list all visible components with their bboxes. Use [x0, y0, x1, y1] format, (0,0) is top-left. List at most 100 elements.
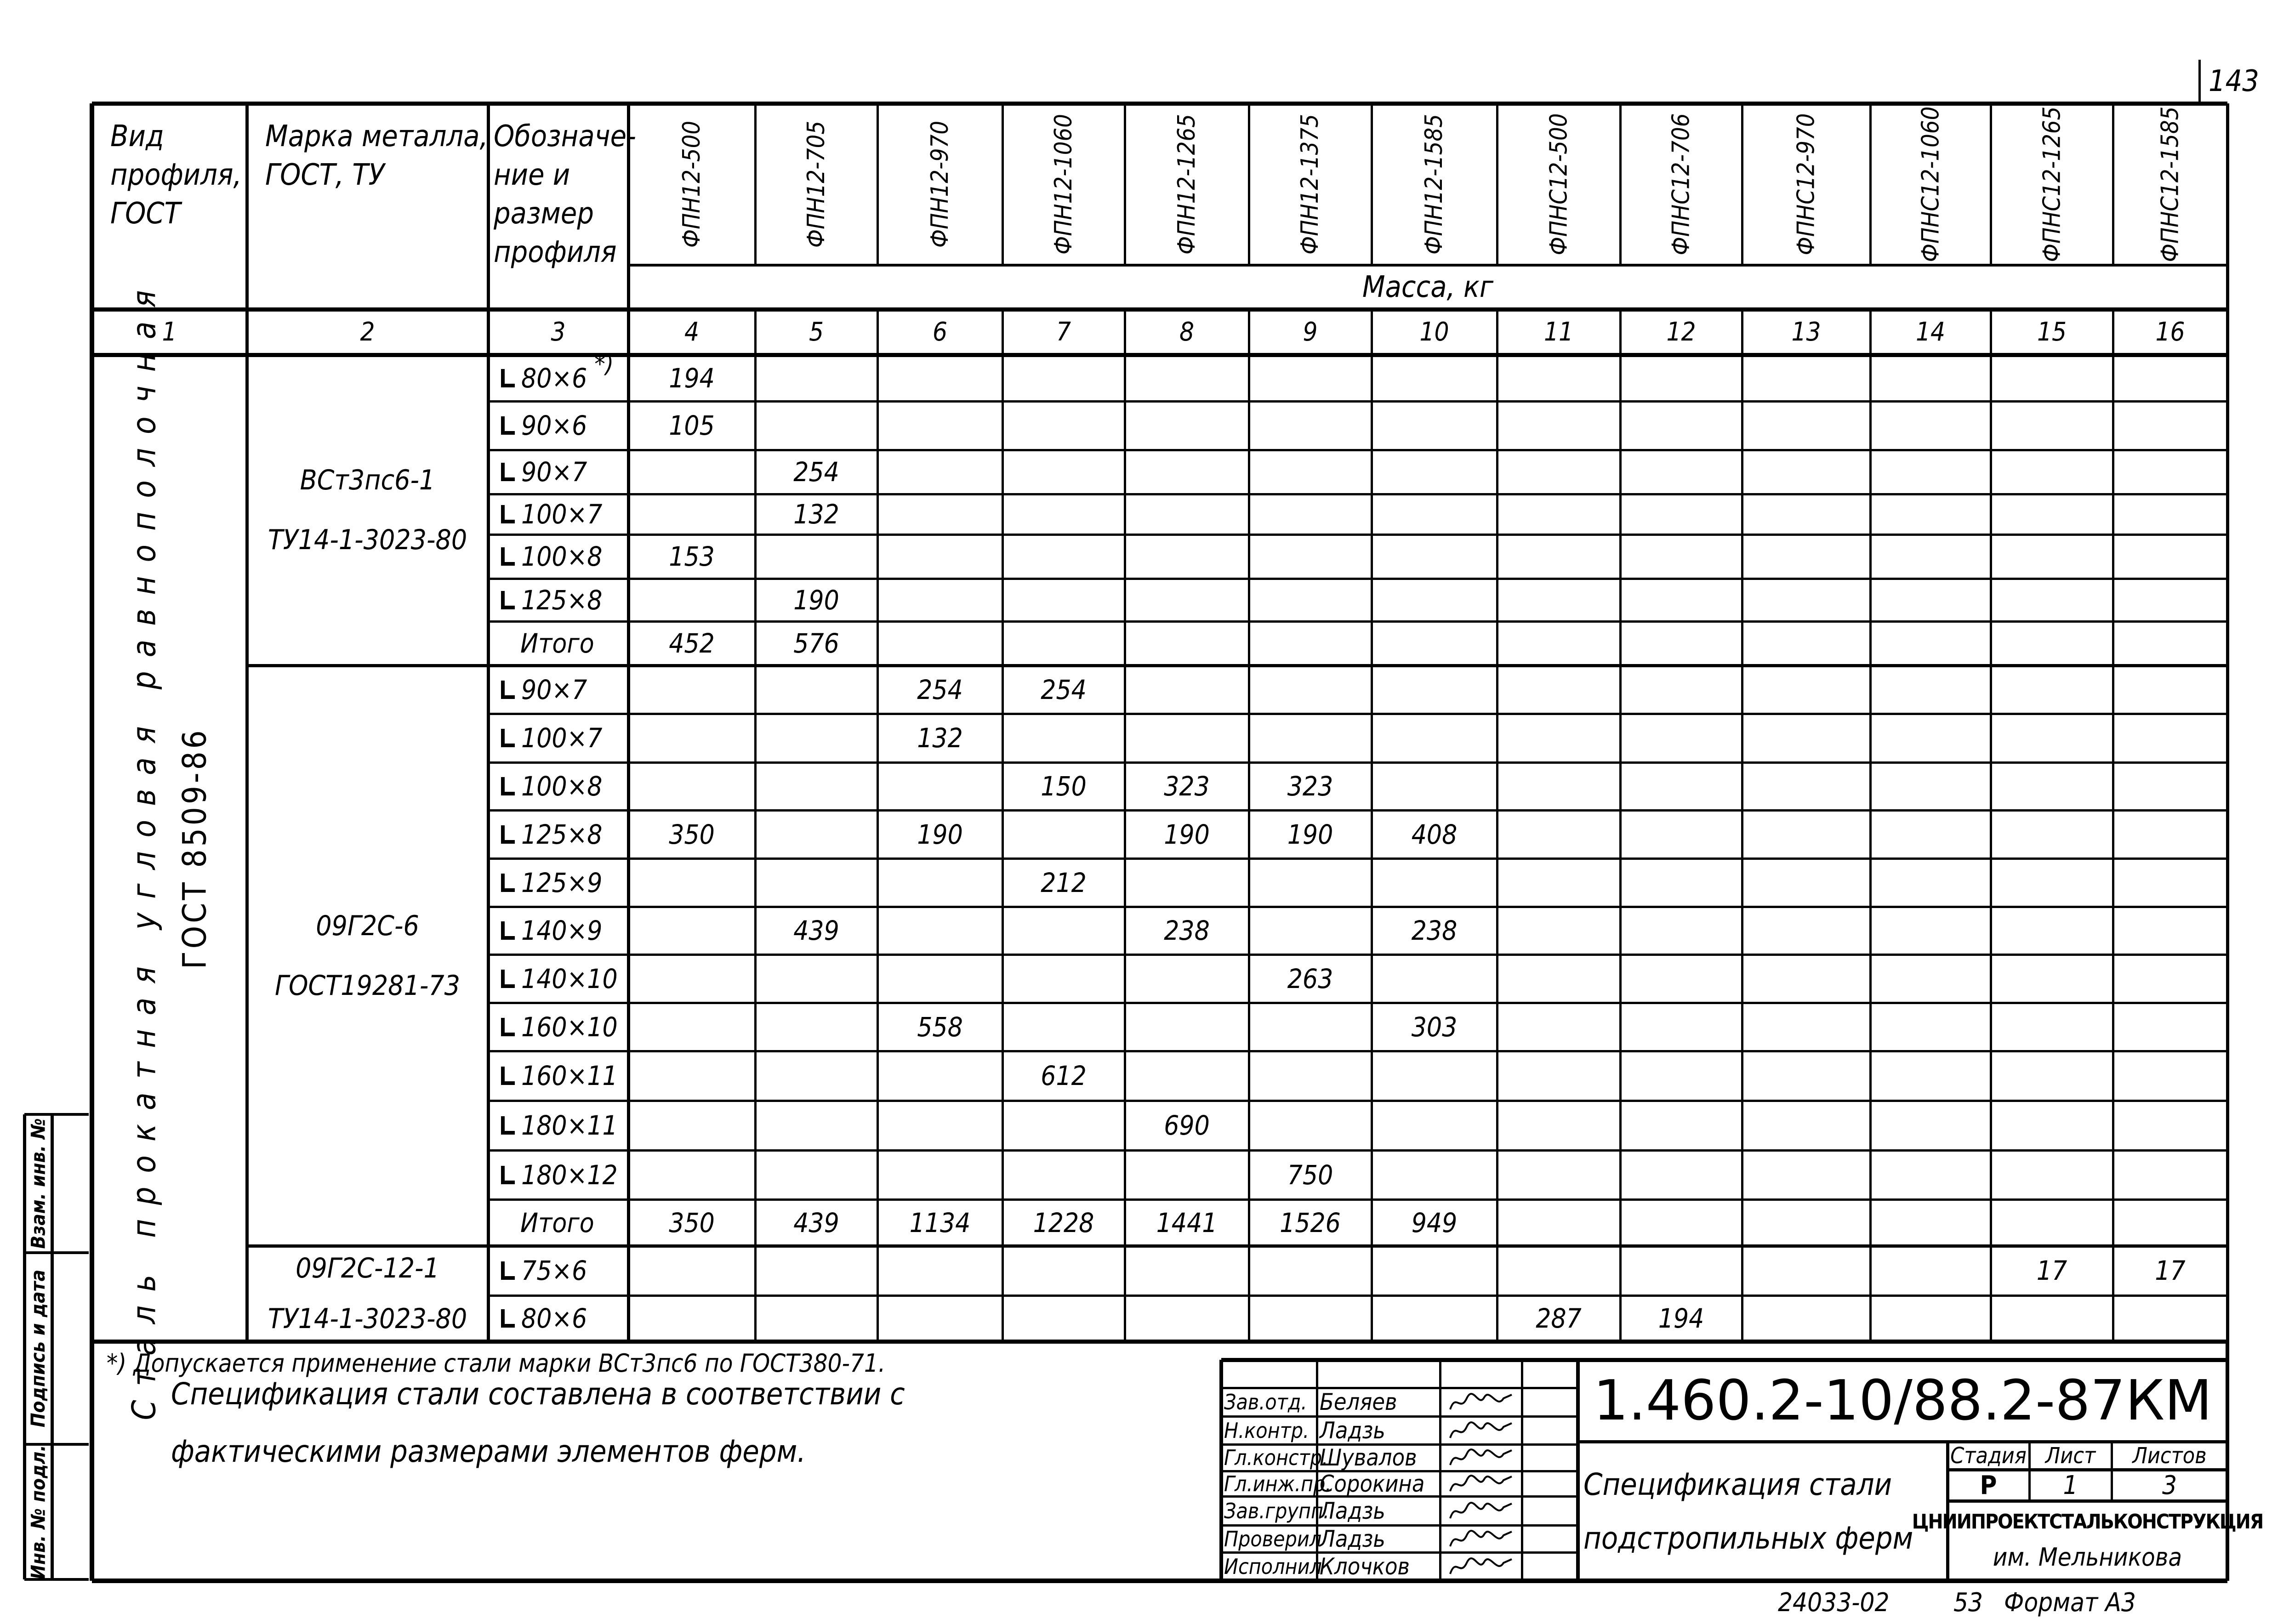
- grid-line: [2226, 1341, 2229, 1581]
- mass-value: 212: [1041, 867, 1087, 898]
- signature: [1440, 1525, 1522, 1552]
- mass-value: 408: [1411, 818, 1458, 850]
- steel-spec: ТУ14-1-3023-80: [268, 524, 467, 556]
- angle-profile-icon: [501, 591, 515, 609]
- angle-profile-icon: [501, 1165, 515, 1184]
- grid-line: [245, 103, 249, 1341]
- column-number: 13: [1791, 317, 1821, 347]
- grid-line: [1741, 309, 1743, 1341]
- signature-scribble: [1449, 1529, 1512, 1547]
- mass-value: 1441: [1156, 1207, 1218, 1238]
- grid-line: [50, 1114, 54, 1579]
- mass-value: 190: [917, 818, 963, 850]
- column-number: 1: [162, 317, 177, 347]
- signature-scribble: [1449, 1501, 1512, 1519]
- mass-value: 303: [1411, 1011, 1458, 1043]
- column-header-truss-mark: ФПН12-1265: [1125, 103, 1249, 265]
- mass-value: 238: [1411, 915, 1458, 946]
- column-number: 3: [551, 317, 566, 347]
- mass-value: 132: [793, 499, 839, 530]
- sheet-label: Лист: [2045, 1442, 2096, 1469]
- grid-line: [1001, 309, 1004, 1341]
- column-number: 10: [1419, 317, 1449, 347]
- steel-grade: ВСт3пс6-1: [300, 464, 435, 496]
- grid-line: [1001, 103, 1004, 265]
- truss-mark-label: ФПНС12-706: [1667, 113, 1695, 256]
- organization-subtitle: им. Мельникова: [1993, 1543, 2182, 1572]
- mass-value: 439: [793, 1207, 839, 1238]
- grid-line: [1947, 1499, 2227, 1503]
- sheet-value: 1: [2063, 1470, 2078, 1500]
- stage-value: Р: [1980, 1470, 1997, 1500]
- signature-scribble: [1449, 1474, 1512, 1492]
- profile-size: 90×7: [521, 674, 587, 705]
- steel-grade: 09Г2С-6: [316, 909, 419, 942]
- mass-value: 323: [1164, 771, 1210, 802]
- profile-size: 100×8: [521, 771, 603, 802]
- grid-line: [23, 1114, 26, 1579]
- signature-scribble: [1449, 1557, 1512, 1574]
- copy-number: 53: [1953, 1588, 1983, 1618]
- grid-line: [488, 493, 2227, 495]
- steel-grade-cell: ВСт3пс6-1 ТУ14-1-3023-80: [247, 355, 488, 665]
- signature: [1440, 1552, 1522, 1581]
- side-stamp-label: Подпись и дата: [27, 1269, 50, 1428]
- format-label: Формат А3: [2004, 1588, 2136, 1618]
- mass-value: 949: [1411, 1207, 1458, 1238]
- grid-line: [626, 103, 630, 1341]
- signature-scribble: [1449, 1421, 1512, 1438]
- angle-profile-icon: [501, 1261, 515, 1280]
- signature-scribble: [1449, 1448, 1512, 1465]
- grid-line: [2112, 309, 2114, 1341]
- column-number: 16: [2155, 317, 2185, 347]
- profile-type-text: Сталь прокатная угловая равнополочная ГОС…: [119, 276, 220, 1420]
- profile-size-cell: 100×8: [488, 534, 628, 579]
- grid-line: [1947, 1468, 2227, 1471]
- angle-profile-icon: [501, 969, 515, 988]
- column-number: 7: [1056, 317, 1071, 347]
- grid-line: [1869, 309, 1872, 1341]
- truss-mark-label: ФПНС12-1585: [2156, 106, 2184, 262]
- grid-line: [488, 1099, 2227, 1102]
- side-stamp-field3: Инв. № подл.: [24, 1444, 52, 1579]
- mass-value: 1134: [909, 1207, 971, 1238]
- angle-profile-icon: [501, 1309, 515, 1328]
- column-header-truss-mark: ФПН12-500: [628, 103, 755, 265]
- truss-mark-label: ФПН12-970: [926, 120, 954, 248]
- grid-line: [488, 809, 2227, 812]
- angle-profile-icon: [501, 729, 515, 747]
- profile-size: 90×7: [521, 456, 587, 488]
- grid-line: [1221, 1524, 1578, 1527]
- grid-line: [488, 905, 2227, 908]
- profile-size-cell: 90×7: [488, 450, 628, 494]
- sheets-value: 3: [2162, 1470, 2177, 1500]
- grid-line: [876, 103, 879, 265]
- grid-line: [1221, 1443, 1578, 1446]
- mass-value: 576: [793, 628, 839, 659]
- signatory-name: Сорокина: [1320, 1470, 1425, 1497]
- column-header-profile-size: Обозначе-ние и размер профиля: [494, 119, 636, 269]
- column-header-truss-mark: ФПН12-970: [877, 103, 1002, 265]
- grid-line: [1741, 103, 1743, 265]
- grid-line: [2028, 1442, 2031, 1501]
- mass-value: 350: [669, 818, 715, 850]
- angle-profile-icon: [501, 369, 515, 387]
- grid-line: [1221, 1415, 1578, 1418]
- profile-size-cell: 100×8: [488, 762, 628, 810]
- angle-profile-icon: [501, 463, 515, 481]
- note-line-1: Спецификация стали составлена в соответс…: [171, 1376, 905, 1412]
- mass-value: 150: [1041, 771, 1087, 802]
- column-number: 11: [1543, 317, 1574, 347]
- profile-size-cell: 180×11: [488, 1101, 628, 1150]
- column-header-truss-mark: ФПНС12-706: [1620, 103, 1742, 265]
- profile-size-cell: Итого: [488, 1199, 628, 1246]
- grid-line: [1989, 309, 1992, 1341]
- column-header-truss-mark: ФПН12-1375: [1249, 103, 1372, 265]
- grid-line: [1123, 103, 1126, 265]
- angle-profile-icon: [501, 680, 515, 699]
- signatory-role: Зав.групп.: [1224, 1498, 1330, 1523]
- angle-profile-icon: [501, 505, 515, 523]
- mass-value: 263: [1287, 963, 1333, 994]
- grid-line: [2226, 103, 2229, 1341]
- angle-profile-icon: [501, 825, 515, 844]
